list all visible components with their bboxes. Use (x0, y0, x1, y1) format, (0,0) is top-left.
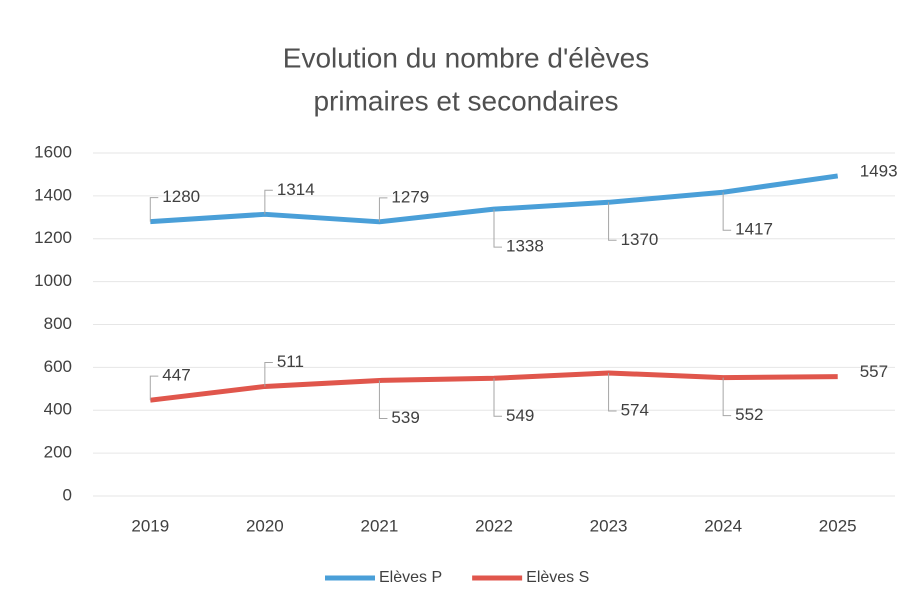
data-label: 539 (391, 408, 419, 427)
leader-line (264, 361, 273, 387)
y-tick-label: 1200 (34, 228, 72, 247)
y-tick-label: 1400 (34, 185, 72, 204)
leader-line (378, 380, 388, 419)
data-label: 574 (621, 400, 649, 419)
data-label: 1493 (860, 161, 898, 180)
x-tick-label: 2022 (475, 516, 513, 535)
leader-line (378, 197, 388, 222)
data-label: 552 (735, 405, 763, 424)
leader-line (608, 202, 617, 241)
legend-label: Elèves P (379, 569, 442, 586)
x-tick-label: 2019 (131, 516, 169, 535)
data-label: 1279 (391, 187, 429, 206)
x-tick-label: 2021 (361, 516, 399, 535)
leader-line (493, 378, 502, 417)
leader-line (608, 372, 617, 412)
data-label: 511 (277, 352, 304, 371)
leader-line (149, 197, 159, 222)
y-tick-label: 800 (44, 314, 72, 333)
data-label: 1280 (162, 187, 200, 206)
chart-title: Evolution du nombre d'élèves (283, 42, 649, 73)
leader-line (149, 375, 159, 401)
x-tick-label: 2025 (819, 516, 857, 535)
chart-title: primaires et secondaires (313, 85, 618, 116)
data-label: 447 (162, 366, 190, 385)
legend-label: Elèves S (526, 569, 589, 586)
x-tick-label: 2023 (590, 516, 628, 535)
data-label: 1338 (506, 237, 544, 256)
x-tick-label: 2024 (704, 516, 742, 535)
leader-line (493, 209, 502, 248)
y-tick-label: 600 (44, 357, 72, 376)
y-tick-label: 200 (44, 443, 72, 462)
data-label: 549 (506, 406, 534, 425)
y-tick-label: 1000 (34, 271, 72, 290)
y-tick-label: 0 (63, 485, 72, 504)
leader-line (722, 192, 732, 231)
y-tick-label: 1600 (34, 142, 72, 161)
data-label: 557 (860, 362, 888, 381)
leader-line (722, 377, 732, 417)
y-tick-label: 400 (44, 400, 72, 419)
x-tick-label: 2020 (246, 516, 284, 535)
data-label: 1417 (735, 220, 773, 239)
leader-line (264, 189, 273, 215)
data-label: 1314 (277, 180, 315, 199)
data-label: 1370 (621, 230, 659, 249)
